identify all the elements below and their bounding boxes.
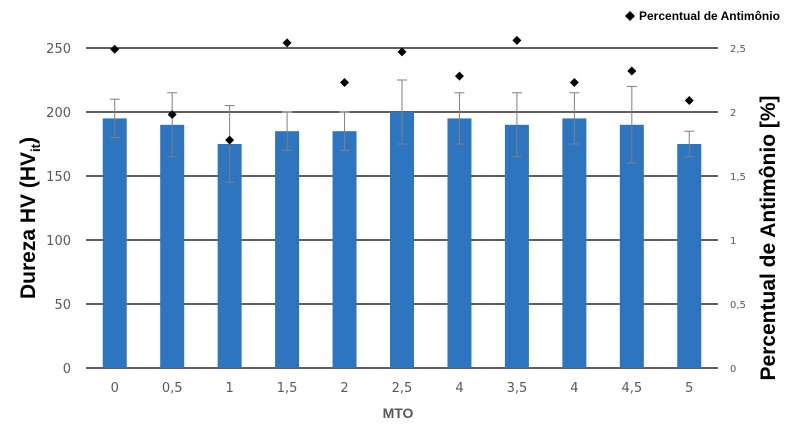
x-axis-title: MTO	[383, 405, 414, 421]
data-marker	[627, 66, 637, 76]
data-marker	[569, 78, 579, 88]
x-tick-label: 3,5	[507, 381, 528, 396]
y-tick-label: 250	[46, 42, 71, 57]
x-tick-label: 4	[455, 381, 463, 396]
bar	[390, 112, 414, 368]
y2-axis-ticks: 0 0,5 1 1,5 2 2,5	[730, 44, 746, 375]
y-tick-label: 200	[46, 106, 71, 121]
y-axis-ticks: 0 50 100 150 200 250	[46, 42, 71, 377]
x-tick-label: 5	[685, 381, 693, 396]
bars	[102, 112, 702, 369]
y2-tick-label: 1	[730, 236, 736, 247]
y2-tick-label: 2,5	[730, 44, 746, 55]
data-marker	[684, 95, 694, 105]
x-tick-label: 4,5	[621, 381, 642, 396]
x-tick-label: 1,5	[277, 381, 298, 396]
x-tick-label: 4	[570, 381, 578, 396]
bar	[160, 124, 185, 368]
y-tick-label: 150	[46, 170, 71, 185]
y2-axis-title: Percentual de Antimônio [%]	[757, 95, 780, 380]
bar	[275, 131, 300, 368]
y-axis-title: Dureza HV (HVit)	[17, 137, 43, 299]
bar	[504, 124, 529, 368]
legend-diamond-marker	[625, 11, 635, 21]
y-tick-label: 0	[63, 362, 71, 377]
data-marker	[397, 47, 407, 57]
legend-label: Percentual de Antimônio	[639, 9, 780, 23]
bar	[562, 118, 587, 369]
y2-tick-label: 0	[730, 364, 736, 375]
bar	[619, 124, 644, 368]
y2-tick-label: 1,5	[730, 172, 746, 183]
data-marker	[110, 44, 120, 54]
y2-tick-label: 0,5	[730, 300, 746, 311]
data-marker	[225, 135, 235, 145]
x-tick-label: 2,5	[392, 381, 413, 396]
data-marker	[282, 38, 292, 48]
bar	[677, 144, 702, 368]
x-tick-label: 0	[111, 381, 119, 396]
legend: Percentual de Antimônio	[625, 9, 780, 23]
x-tick-label: 1	[225, 381, 233, 396]
data-marker	[340, 78, 350, 88]
y-tick-label: 100	[46, 234, 71, 249]
x-axis-ticks: 0 0,5 1 1,5 2 2,5 4 3,5 4 4,5 5	[111, 381, 694, 396]
data-marker	[167, 110, 177, 120]
bar	[102, 118, 127, 369]
x-tick-label: 2	[340, 381, 348, 396]
y2-tick-label: 2	[730, 108, 736, 119]
markers	[110, 35, 694, 145]
y-tick-label: 50	[54, 298, 71, 313]
data-marker	[512, 35, 522, 45]
bar	[447, 118, 472, 369]
bar	[332, 131, 357, 368]
data-marker	[454, 71, 464, 81]
error-bars	[109, 79, 695, 183]
x-tick-label: 0,5	[162, 381, 183, 396]
